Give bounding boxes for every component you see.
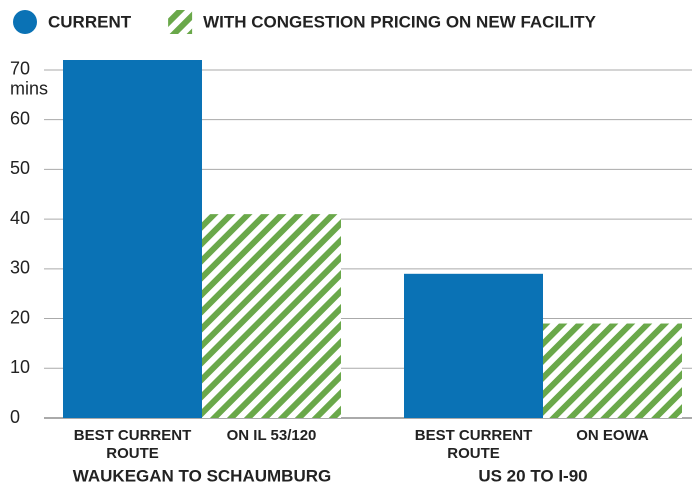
bar-label: BEST CURRENT ROUTE (74, 427, 192, 462)
bar (404, 273, 543, 418)
bar-label: ON EOWA (576, 427, 649, 444)
y-tick-label: 10 (10, 357, 30, 377)
legend-swatch (13, 10, 37, 34)
bar (63, 60, 202, 418)
y-tick-label: 70 (10, 59, 30, 79)
y-tick-label: 50 (10, 158, 30, 178)
bar-label: ON IL 53/120 (227, 427, 317, 444)
y-tick-label: 0 (10, 407, 20, 427)
y-unit: mins (10, 79, 48, 99)
legend-label: WITH CONGESTION PRICING ON NEW FACILITY (203, 12, 597, 31)
group-label: US 20 TO I-90 (478, 466, 587, 485)
legend-label: CURRENT (48, 12, 132, 31)
bar-label: BEST CURRENT ROUTE (415, 427, 533, 462)
y-tick-label: 60 (10, 108, 30, 128)
bar (202, 214, 341, 418)
y-tick-label: 30 (10, 258, 30, 278)
group-label: WAUKEGAN TO SCHAUMBURG (73, 466, 331, 485)
y-tick-label: 20 (10, 307, 30, 327)
legend-swatch (168, 10, 193, 34)
y-tick-label: 40 (10, 208, 30, 228)
bar (543, 323, 682, 418)
